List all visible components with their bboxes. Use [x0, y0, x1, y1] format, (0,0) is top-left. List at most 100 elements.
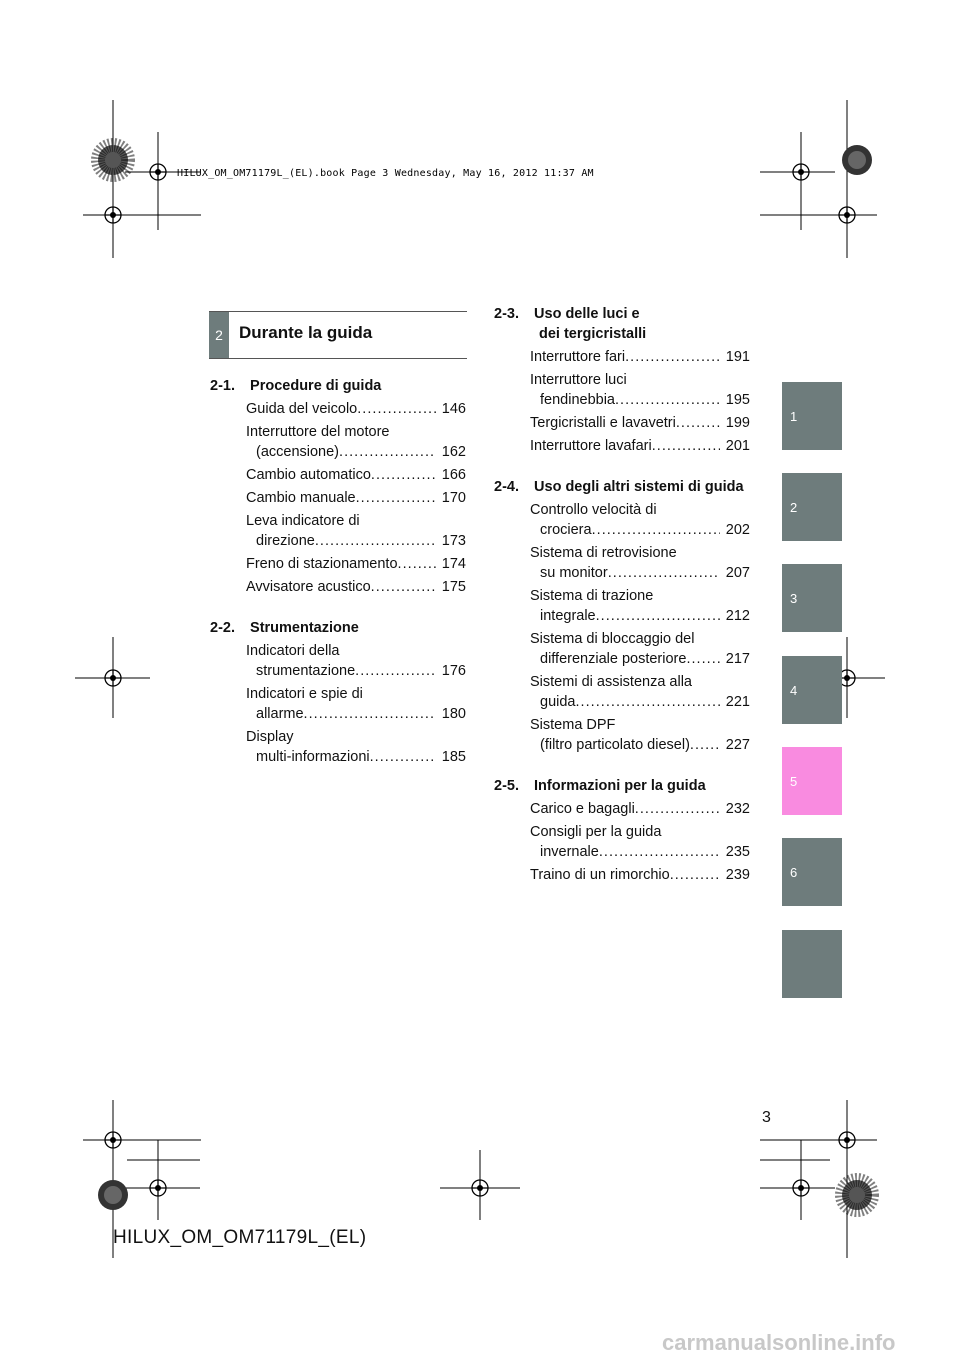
leader-dots: [304, 704, 436, 724]
toc-group: 2-3. Uso delle luci e dei tergicristalli…: [494, 304, 750, 456]
toc-group-title: 2-3. Uso delle luci e dei tergicristalli: [494, 304, 750, 344]
toc-entry-text: Display: [246, 727, 466, 747]
toc-entry-page: 180: [436, 704, 466, 724]
toc-entry-page: 199: [720, 413, 750, 433]
leader-dots: [690, 735, 720, 755]
toc-entry-text: Tergicristalli e lavavetri: [530, 413, 676, 433]
toc-entry-page: 217: [720, 649, 750, 669]
toc-entry[interactable]: Tergicristalli e lavavetri 199: [530, 413, 750, 433]
toc-group-title: 2-5. Informazioni per la guida: [494, 776, 750, 796]
toc-entries: Guida del veicolo 146 Interruttore del mo…: [210, 399, 466, 597]
toc-group-number: 2-2.: [210, 618, 246, 638]
toc-entry[interactable]: Consigli per la guida invernale 235: [530, 822, 750, 862]
toc-group-label: Procedure di guida: [250, 378, 381, 394]
toc-entry[interactable]: Cambio manuale 170: [246, 488, 466, 508]
toc-entries: Carico e bagagli 232 Consigli per la guid…: [494, 799, 750, 885]
toc-entry[interactable]: Interruttore fari 191: [530, 347, 750, 367]
toc-entry-page: 212: [720, 606, 750, 626]
leader-dots: [676, 413, 720, 433]
chapter-tab-2[interactable]: 2: [782, 473, 842, 541]
toc-entry[interactable]: Indicatori della strumentazione 176: [246, 641, 466, 681]
leader-dots: [575, 692, 719, 712]
toc-entry-page: 176: [436, 661, 466, 681]
toc-entry[interactable]: Interruttore del motore (accensione) 162: [246, 422, 466, 462]
toc-entry-text: (filtro particolato diesel): [540, 735, 690, 755]
toc-group-label: Uso delle luci e: [534, 306, 640, 322]
toc-entry-text: Carico e bagagli: [530, 799, 635, 819]
leader-dots: [371, 465, 436, 485]
toc-group-title: 2-2. Strumentazione: [210, 618, 466, 638]
toc-entry[interactable]: Carico e bagagli 232: [530, 799, 750, 819]
chapter-tab-index[interactable]: [782, 930, 842, 998]
toc-entries: Controllo velocità di crociera 202 Sistem…: [494, 500, 750, 755]
leader-dots: [357, 399, 436, 419]
toc-entry-text: multi-informazioni: [256, 747, 370, 767]
chapter-tab-1[interactable]: 1: [782, 382, 842, 450]
toc-entry-text: Indicatori della: [246, 641, 466, 661]
toc-entry[interactable]: Sistema di retrovisione su monitor 207: [530, 543, 750, 583]
toc-entry-page: 191: [720, 347, 750, 367]
toc-entry[interactable]: Sistema DPF (filtro particolato diesel) 2…: [530, 715, 750, 755]
leader-dots: [608, 563, 720, 583]
chapter-tab-label: 4: [790, 683, 797, 698]
leader-dots: [355, 661, 436, 681]
toc-entry[interactable]: Cambio automatico 166: [246, 465, 466, 485]
section-title: Durante la guida: [239, 323, 372, 343]
chapter-tab-5[interactable]: 5: [782, 747, 842, 815]
toc-entry-page: 227: [720, 735, 750, 755]
leader-dots: [670, 865, 720, 885]
toc-left-column: 2-1. Procedure di guida Guida del veicol…: [210, 376, 466, 767]
chapter-tab-4[interactable]: 4: [782, 656, 842, 724]
toc-entry[interactable]: Leva indicatore di direzione 173: [246, 511, 466, 551]
toc-entry-page: 239: [720, 865, 750, 885]
toc-entry[interactable]: Sistema di trazione integrale 212: [530, 586, 750, 626]
leader-dots: [370, 747, 436, 767]
toc-entry-text: Interruttore luci: [530, 370, 750, 390]
toc-entry-text: (accensione): [256, 442, 339, 462]
toc-entry-page: 175: [436, 577, 466, 597]
page-number: 3: [762, 1109, 771, 1127]
toc-entry[interactable]: Indicatori e spie di allarme 180: [246, 684, 466, 724]
leader-dots: [371, 577, 436, 597]
toc-entry-text: crociera: [540, 520, 592, 540]
toc-entry-text: invernale: [540, 842, 599, 862]
toc-entry-text: guida: [540, 692, 575, 712]
toc-entry-text: Traino di un rimorchio: [530, 865, 670, 885]
toc-entries: Indicatori della strumentazione 176 Indic…: [210, 641, 466, 767]
toc-entry[interactable]: Controllo velocità di crociera 202: [530, 500, 750, 540]
toc-group: 2-1. Procedure di guida Guida del veicol…: [210, 376, 466, 597]
toc-entry[interactable]: Guida del veicolo 146: [246, 399, 466, 419]
toc-entry-text: Cambio automatico: [246, 465, 371, 485]
chapter-tab-label: 2: [790, 500, 797, 515]
toc-entry-page: 232: [720, 799, 750, 819]
toc-entry-page: 202: [720, 520, 750, 540]
toc-right-column: 2-3. Uso delle luci e dei tergicristalli…: [494, 304, 750, 885]
toc-entry[interactable]: Sistemi di assistenza alla guida 221: [530, 672, 750, 712]
toc-entry-page: 221: [720, 692, 750, 712]
toc-entry-text: Freno di stazionamento: [246, 554, 398, 574]
chapter-tab-3[interactable]: 3: [782, 564, 842, 632]
toc-entry[interactable]: Traino di un rimorchio 239: [530, 865, 750, 885]
toc-entry[interactable]: Interruttore luci fendinebbia 195: [530, 370, 750, 410]
toc-entry-text: fendinebbia: [540, 390, 615, 410]
toc-group-number: 2-5.: [494, 776, 530, 796]
toc-entry-text: Interruttore fari: [530, 347, 625, 367]
chapter-tab-label: 1: [790, 409, 797, 424]
toc-entry[interactable]: Avvisatore acustico 175: [246, 577, 466, 597]
toc-entry[interactable]: Interruttore lavafari 201: [530, 436, 750, 456]
toc-group: 2-2. Strumentazione Indicatori della str…: [210, 618, 466, 767]
toc-entry[interactable]: Sistema di bloccaggio del differenziale …: [530, 629, 750, 669]
leader-dots: [339, 442, 436, 462]
toc-entry-text: differenziale posteriore: [540, 649, 686, 669]
toc-entry-text: Consigli per la guida: [530, 822, 750, 842]
toc-entry-text: Sistema di retrovisione: [530, 543, 750, 563]
toc-entry-page: 170: [436, 488, 466, 508]
toc-entry[interactable]: Freno di stazionamento 174: [246, 554, 466, 574]
toc-entry-page: 162: [436, 442, 466, 462]
toc-entry-page: 146: [436, 399, 466, 419]
toc-entry-page: 235: [720, 842, 750, 862]
toc-entry[interactable]: Display multi-informazioni 185: [246, 727, 466, 767]
chapter-tab-6[interactable]: 6: [782, 838, 842, 906]
toc-entry-text: Avvisatore acustico: [246, 577, 371, 597]
watermark: carmanualsonline.info: [662, 1330, 896, 1356]
